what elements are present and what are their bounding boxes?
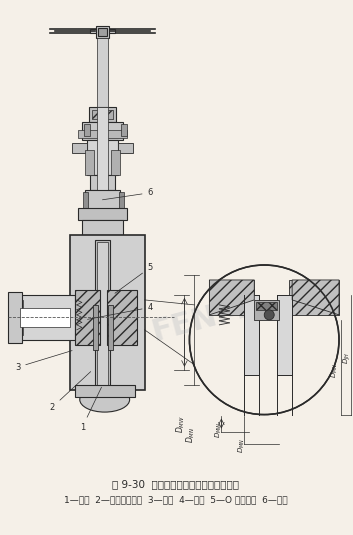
Text: 图 9-30  单向密封单闸板平行式闸阀结构: 图 9-30 单向密封单闸板平行式闸阀结构: [112, 479, 239, 490]
Bar: [121, 125, 127, 136]
Bar: [87, 140, 118, 175]
Bar: [98, 28, 107, 36]
Bar: [20, 308, 70, 327]
Bar: [8, 292, 22, 343]
Ellipse shape: [80, 387, 130, 412]
Bar: [85, 190, 120, 210]
Text: $D_{JH}$: $D_{JH}$: [341, 351, 353, 364]
Circle shape: [190, 265, 339, 415]
Text: 4: 4: [88, 303, 153, 319]
Bar: [95, 240, 110, 389]
Circle shape: [264, 310, 274, 320]
Text: $D_{MW}$: $D_{MW}$: [174, 415, 187, 433]
Circle shape: [12, 295, 18, 301]
Bar: [254, 300, 279, 320]
Bar: [92, 110, 113, 119]
Bar: [97, 242, 108, 388]
Text: $D_{MN}$: $D_{MN}$: [237, 438, 247, 453]
Bar: [15, 300, 23, 335]
Bar: [70, 235, 145, 389]
Bar: [277, 295, 292, 374]
Bar: [85, 150, 94, 175]
Text: 5: 5: [115, 263, 153, 293]
Text: $D_{MW}$: $D_{MW}$: [214, 421, 225, 438]
Text: 1: 1: [80, 387, 102, 432]
Bar: [82, 220, 122, 235]
Bar: [90, 175, 115, 190]
Text: 1—闸板  2—阀座活动套筒  3—阀体  4—弹簧  5—O 形密封圈  6—阀杆: 1—闸板 2—阀座活动套筒 3—阀体 4—弹簧 5—O 形密封圈 6—阀杆: [64, 495, 287, 505]
Circle shape: [12, 307, 18, 313]
Bar: [111, 150, 120, 175]
Bar: [97, 37, 108, 108]
Circle shape: [12, 331, 18, 337]
Bar: [209, 280, 254, 315]
Text: FENM: FENM: [149, 293, 250, 347]
Bar: [256, 302, 277, 310]
Text: 6: 6: [102, 188, 153, 200]
Bar: [78, 208, 127, 220]
Bar: [93, 305, 98, 350]
Bar: [97, 108, 108, 207]
Bar: [84, 125, 90, 136]
Polygon shape: [292, 280, 339, 315]
Bar: [20, 295, 75, 340]
Bar: [75, 385, 134, 396]
Bar: [89, 108, 116, 123]
Bar: [244, 295, 259, 374]
Circle shape: [12, 319, 18, 325]
Text: $D_{MN}$: $D_{MN}$: [330, 363, 340, 378]
Bar: [90, 29, 115, 33]
Bar: [119, 192, 124, 208]
Text: $D_{MN}$: $D_{MN}$: [184, 426, 197, 443]
Text: 2: 2: [50, 372, 91, 411]
Circle shape: [111, 311, 119, 319]
Bar: [118, 143, 133, 154]
Polygon shape: [209, 280, 254, 315]
Bar: [108, 305, 113, 350]
Bar: [289, 280, 339, 315]
Bar: [75, 290, 100, 345]
Bar: [72, 143, 87, 154]
Bar: [96, 26, 109, 37]
Bar: [83, 192, 88, 208]
Bar: [107, 290, 137, 345]
Bar: [78, 131, 127, 139]
Text: 3: 3: [15, 350, 72, 372]
Bar: [82, 123, 122, 140]
